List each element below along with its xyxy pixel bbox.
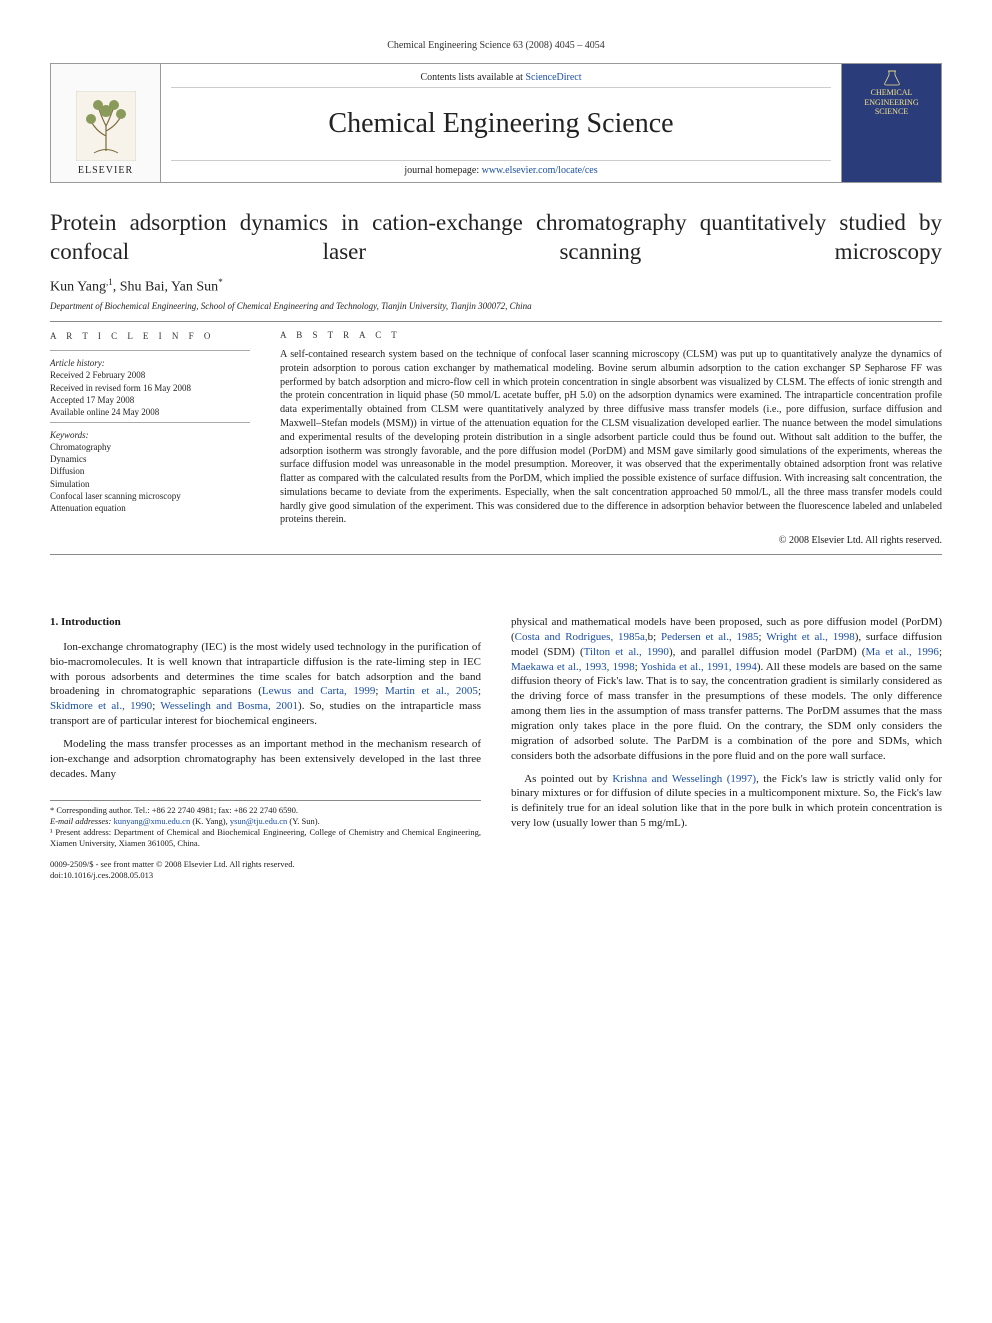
history-label: Article history: (50, 358, 105, 368)
keywords-label: Keywords: (50, 430, 89, 440)
ref-lewus-carta-1999[interactable]: Lewus and Carta, 1999 (262, 685, 375, 697)
journal-cover-thumb: CHEMICAL ENGINEERING SCIENCE (841, 64, 941, 182)
footnote-1: ¹ Present address: Department of Chemica… (50, 827, 481, 849)
info-subrule-2 (50, 422, 250, 423)
column-right: physical and mathematical models have be… (511, 615, 942, 881)
keyword-item: Simulation (50, 478, 250, 490)
ref-pedersen-1985[interactable]: Pedersen et al., 1985 (661, 631, 759, 643)
info-subrule-1 (50, 350, 250, 351)
footnotes-block: * Corresponding author. Tel.: +86 22 274… (50, 800, 481, 849)
article-title: Protein adsorption dynamics in cation-ex… (50, 209, 942, 267)
para-2: Modeling the mass transfer processes as … (50, 737, 481, 782)
banner-center: Contents lists available at ScienceDirec… (161, 64, 841, 182)
email-line: E-mail addresses: kunyang@xmu.edu.cn (K.… (50, 816, 481, 827)
flask-icon (883, 70, 901, 86)
article-info-heading: A R T I C L E I N F O (50, 330, 250, 342)
cover-word-3: SCIENCE (875, 107, 908, 117)
history-accepted: Accepted 17 May 2008 (50, 394, 250, 406)
p1-text-c: ; (478, 685, 481, 697)
homepage-link[interactable]: www.elsevier.com/locate/ces (482, 165, 598, 176)
p3-text-e: ), and parallel diffusion model (ParDM) … (669, 646, 866, 658)
para-3: physical and mathematical models have be… (511, 615, 942, 763)
journal-name: Chemical Engineering Science (171, 108, 831, 140)
para-4: As pointed out by Krishna and Wesselingh… (511, 772, 942, 831)
p4-text-a: As pointed out by (524, 773, 612, 785)
p1-text-b: ; (375, 685, 385, 697)
keyword-item: Attenuation equation (50, 502, 250, 514)
corresponding-author: * Corresponding author. Tel.: +86 22 274… (50, 805, 481, 816)
divider-top (50, 321, 942, 322)
keyword-item: Dynamics (50, 453, 250, 465)
ref-skidmore-1990[interactable]: Skidmore et al., 1990 (50, 700, 152, 712)
publisher-name: ELSEVIER (78, 165, 133, 176)
ref-tilton-1990[interactable]: Tilton et al., 1990 (584, 646, 669, 658)
ref-wright-1998[interactable]: Wright et al., 1998 (766, 631, 855, 643)
affiliation: Department of Biochemical Engineering, S… (50, 301, 942, 311)
email-1-link[interactable]: kunyang@xmu.edu.cn (113, 816, 190, 826)
column-left: 1. Introduction Ion-exchange chromatogra… (50, 615, 481, 881)
history-revised: Received in revised form 16 May 2008 (50, 382, 250, 394)
doi-block: 0009-2509/$ - see front matter © 2008 El… (50, 859, 481, 881)
ref-ma-1996[interactable]: Ma et al., 1996 (865, 646, 938, 658)
contents-line: Contents lists available at ScienceDirec… (171, 72, 831, 88)
doi-line: doi:10.1016/j.ces.2008.05.013 (50, 870, 481, 881)
ref-martin-2005[interactable]: Martin et al., 2005 (385, 685, 478, 697)
email-label: E-mail addresses: (50, 816, 113, 826)
keyword-item: Diffusion (50, 465, 250, 477)
p3-text-h: ). All these models are based on the sam… (511, 661, 942, 762)
ref-krishna-1997[interactable]: Krishna and Wesselingh (1997) (612, 773, 756, 785)
article-info-block: A R T I C L E I N F O Article history: R… (50, 330, 250, 546)
cover-word-1: CHEMICAL (871, 88, 913, 98)
abstract-text: A self-contained research system based o… (280, 348, 942, 527)
keywords-list: ChromatographyDynamicsDiffusionSimulatio… (50, 441, 250, 514)
cover-word-2: ENGINEERING (864, 98, 918, 108)
homepage-line: journal homepage: www.elsevier.com/locat… (171, 160, 831, 176)
body-columns: 1. Introduction Ion-exchange chromatogra… (50, 615, 942, 881)
section-1-heading: 1. Introduction (50, 615, 481, 630)
journal-banner: ELSEVIER Contents lists available at Sci… (50, 63, 942, 183)
sciencedirect-link[interactable]: ScienceDirect (525, 72, 581, 83)
para-1: Ion-exchange chromatography (IEC) is the… (50, 640, 481, 729)
keyword-item: Chromatography (50, 441, 250, 453)
contents-prefix: Contents lists available at (420, 72, 525, 83)
abstract-heading: A B S T R A C T (280, 330, 942, 340)
divider-bottom (50, 554, 942, 555)
homepage-prefix: journal homepage: (404, 165, 481, 176)
email-1-who: (K. Yang), (190, 816, 230, 826)
ref-yoshida-1991[interactable]: Yoshida et al., 1991, 1994 (640, 661, 756, 673)
elsevier-tree-icon (76, 91, 136, 161)
history-received: Received 2 February 2008 (50, 369, 250, 381)
running-head: Chemical Engineering Science 63 (2008) 4… (50, 40, 942, 51)
abstract-copyright: © 2008 Elsevier Ltd. All rights reserved… (280, 535, 942, 546)
page-root: Chemical Engineering Science 63 (2008) 4… (0, 0, 992, 911)
p3-text-b: b; (648, 631, 661, 643)
meta-row: A R T I C L E I N F O Article history: R… (50, 330, 942, 546)
history-online: Available online 24 May 2008 (50, 406, 250, 418)
ref-costa-1985a[interactable]: Costa and Rodrigues, 1985a, (515, 631, 648, 643)
keyword-item: Confocal laser scanning microscopy (50, 490, 250, 502)
publisher-logo-block: ELSEVIER (51, 64, 161, 182)
p3-text-f: ; (939, 646, 942, 658)
abstract-block: A B S T R A C T A self-contained researc… (280, 330, 942, 546)
ref-maekawa-1993[interactable]: Maekawa et al., 1993, 1998 (511, 661, 635, 673)
front-matter-line: 0009-2509/$ - see front matter © 2008 El… (50, 859, 481, 870)
email-2-link[interactable]: ysun@tju.edu.cn (230, 816, 287, 826)
email-2-who: (Y. Sun). (287, 816, 319, 826)
authors-line: Kun Yang,1, Shu Bai, Yan Sun* (50, 277, 942, 296)
ref-wesselingh-2001[interactable]: Wesselingh and Bosma, 2001 (160, 700, 298, 712)
